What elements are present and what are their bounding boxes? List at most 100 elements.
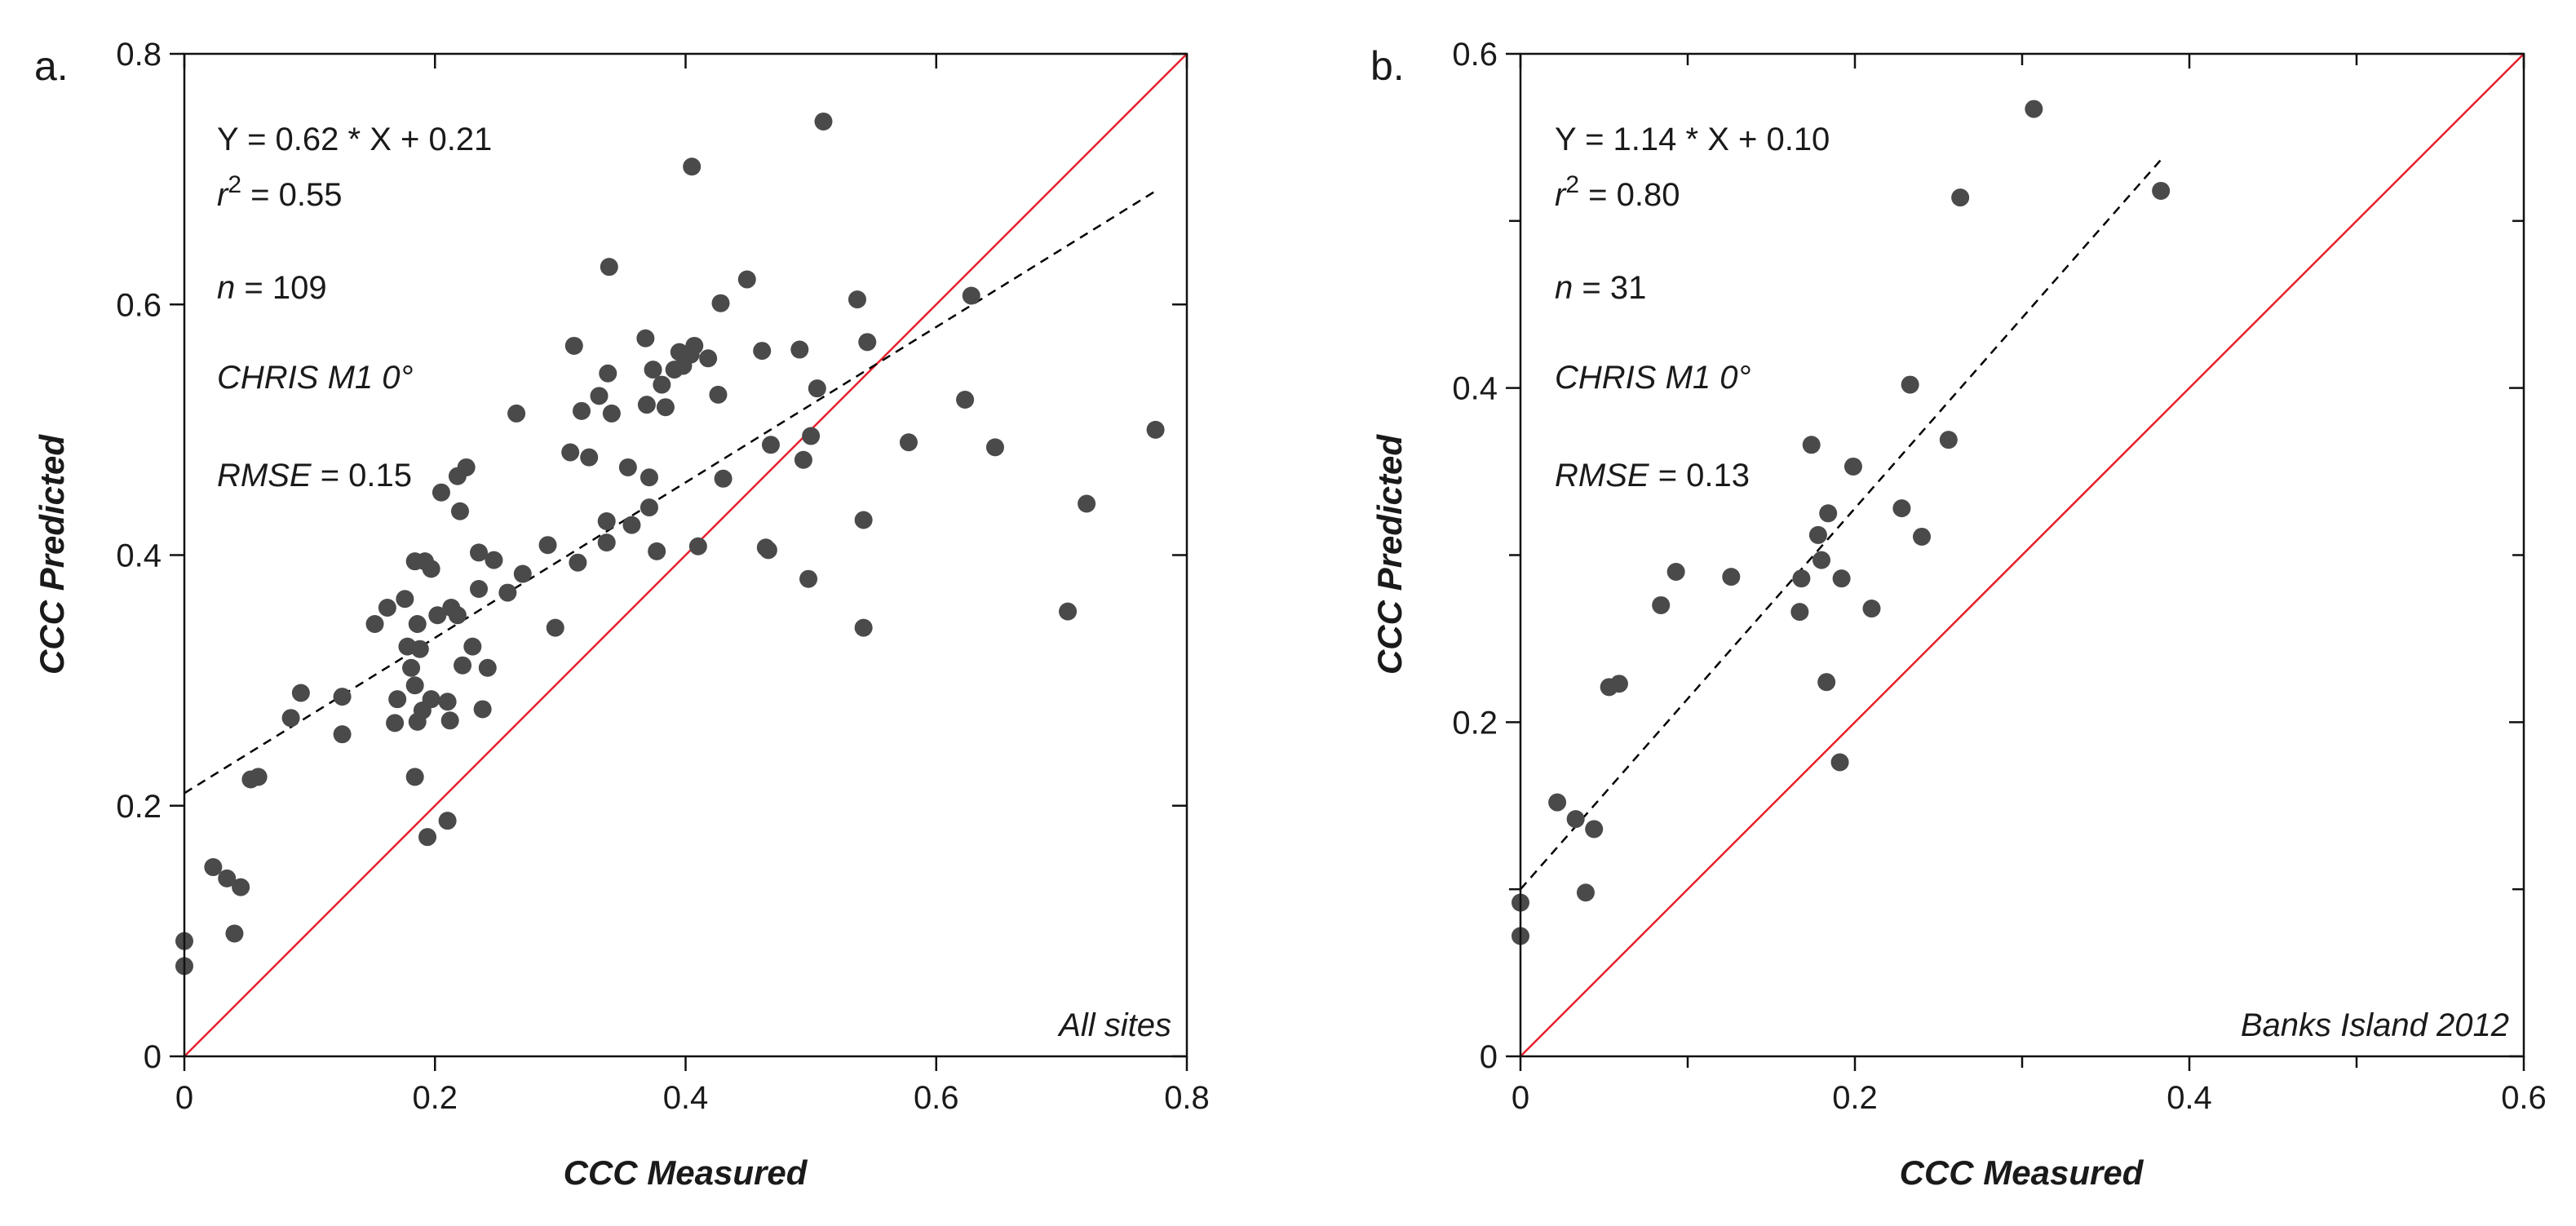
panel-a-data-point	[448, 606, 467, 625]
panel-a-data-point	[498, 583, 517, 602]
panel-a-data-point	[590, 387, 609, 405]
panel-b-sensor-label: CHRIS M1 0°	[1555, 360, 1751, 396]
panel-a-data-point	[572, 401, 591, 420]
panel-a-data-point	[790, 340, 809, 359]
panel-a-x-tick-label: 0	[175, 1080, 193, 1116]
panel-a-data-point	[597, 512, 616, 531]
panel-a-data-point	[622, 516, 641, 534]
panel-b-y-tick-label: 0.6	[1452, 37, 1498, 73]
panel-a-data-point	[457, 458, 476, 476]
panel-b-data-point	[1566, 810, 1585, 829]
panel-a-data-point	[396, 590, 414, 609]
panel-b-r-sup: 2	[1565, 171, 1579, 198]
panel-b-data-point	[1576, 883, 1595, 902]
panel-b-rmse: RMSE = 0.13	[1555, 458, 1750, 493]
panel-b-n-value: = 31	[1573, 270, 1646, 306]
panel-b-data-point	[1812, 551, 1830, 569]
panel-a-points	[175, 112, 1165, 976]
panel-a-data-point	[440, 711, 459, 730]
panel-a-site-label: All sites	[1057, 1007, 1171, 1043]
panel-a-rmse: RMSE = 0.15	[217, 458, 412, 493]
panel-a-data-point	[546, 618, 564, 637]
panel-a-data-point	[365, 614, 384, 633]
panel-a-data-point	[814, 112, 833, 131]
panel-a-data-point	[402, 658, 421, 677]
panel-a-rmse-symbol: RMSE	[217, 458, 312, 493]
panel-a-data-point	[962, 286, 980, 305]
panel-b-x-tick-label: 0.4	[2167, 1080, 2212, 1116]
panel-a-rmse-value: = 0.15	[312, 458, 412, 493]
panel-a-data-point	[648, 542, 666, 560]
panel-b-data-point	[1585, 820, 1604, 839]
panel-b-x-tick-label: 0.2	[1832, 1080, 1878, 1116]
panel-a-data-point	[410, 640, 429, 658]
panel-a-data-point	[507, 404, 526, 423]
panel-a-data-point	[438, 812, 457, 830]
panel-a-data-point	[580, 448, 599, 467]
panel-b-data-point	[1722, 568, 1741, 586]
panel-a-data-point	[463, 637, 482, 656]
panel-a-data-point	[637, 396, 656, 414]
panel-a-data-point	[759, 541, 777, 560]
panel-a-data-point	[432, 483, 450, 502]
panel-b-data-point	[2152, 181, 2171, 200]
panel-a-x-tick-label: 0.6	[914, 1080, 959, 1116]
panel-a-data-point	[405, 676, 424, 695]
panel-b-data-point	[2025, 100, 2043, 118]
panel-a-data-point	[714, 469, 733, 488]
panel-a-data-point	[709, 385, 728, 404]
panel-b-data-point	[1892, 499, 1911, 518]
panel-a-x-tick-label: 0.8	[1164, 1080, 1210, 1116]
panel-a-data-point	[1146, 420, 1165, 439]
panel-b-points	[1512, 100, 2171, 945]
panel-b-data-point	[1913, 527, 1931, 546]
panel-a-identity-line	[184, 53, 1188, 1057]
panel-a-data-point	[1059, 602, 1078, 621]
panel-a-data-point	[470, 543, 489, 562]
panel-a-data-point	[685, 336, 704, 355]
panel-b-x-tick-label: 0	[1512, 1080, 1529, 1116]
panel-a-data-point	[848, 290, 866, 309]
panel-a-y-tick-label: 0.4	[116, 538, 162, 574]
panel-a-data-point	[232, 878, 250, 896]
panel-a-data-point	[737, 270, 756, 289]
panel-a-data-point	[561, 443, 580, 462]
panel-a-data-point	[333, 688, 352, 706]
panel-a-data-point	[802, 427, 821, 445]
panel-a-y-tick-label: 0.6	[116, 287, 162, 323]
panel-b-data-point	[1652, 595, 1671, 614]
panel-a-data-point	[225, 924, 244, 943]
panel-a-data-point	[597, 533, 616, 552]
panel-a-data-point	[600, 258, 618, 277]
panel-a-data-point	[422, 560, 440, 578]
panel-a-data-point	[405, 768, 424, 786]
panel-a-data-point	[1078, 494, 1096, 513]
panel-a-data-point	[599, 364, 617, 383]
panel-a-data-point	[388, 690, 407, 709]
panel-a-data-point	[485, 551, 503, 569]
panel-a-scatter-plot: a. 0 0.2 0.4 0.6 0.8 0 0.2 0.4 0.6 0.8 CCC Measur…	[33, 37, 1210, 1192]
panel-b-data-point	[1901, 375, 1919, 394]
panel-a-sensor-label: CHRIS M1 0°	[217, 360, 414, 396]
panel-a-equation: Y = 0.62 * X + 0.21	[217, 122, 492, 157]
panel-a-data-point	[644, 361, 662, 379]
panel-b-regression-line	[1520, 155, 2166, 890]
panel-b-y-axis-title: CCC Predicted	[1370, 434, 1409, 675]
panel-a-y-tick-label: 0.8	[116, 37, 162, 73]
panel-a-data-point	[985, 438, 1004, 457]
panel-b-n-symbol: n	[1555, 270, 1573, 306]
panel-label-a: a.	[34, 43, 69, 89]
panel-b-y-tick-label: 0.4	[1452, 371, 1498, 407]
panel-b-r-value: = 0.80	[1579, 177, 1680, 213]
panel-label-b: b.	[1370, 43, 1405, 89]
panel-a-data-point	[478, 658, 497, 677]
panel-a-data-point	[473, 700, 492, 719]
panel-b-r-squared: r2 = 0.80	[1555, 171, 1680, 214]
panel-b-data-point	[1939, 431, 1958, 449]
panel-a-data-point	[291, 684, 310, 702]
panel-a-data-point	[249, 768, 268, 786]
panel-a-data-point	[956, 391, 975, 409]
panel-a-x-axis-title: CCC Measured	[564, 1153, 808, 1192]
panel-b-lines	[1520, 53, 2525, 1057]
